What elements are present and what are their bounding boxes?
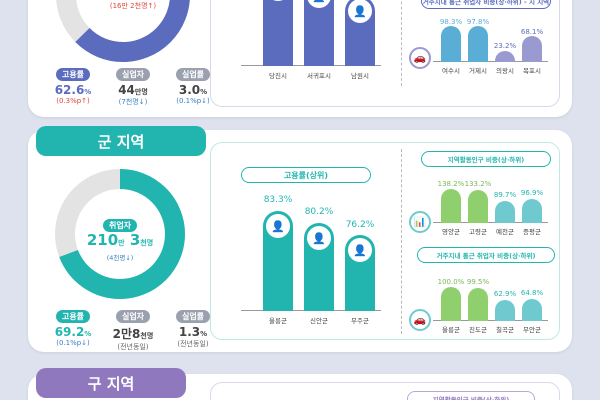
stat-employment-rate: 고용률 62.6% (0.3%p↑) [54,68,92,105]
stat-unemployed: 실업자 44만명 (7천명↓) [110,62,156,107]
population-icon: 📊 [409,211,431,233]
city-employed-donut [56,0,190,62]
city-inner-panel: 👤 👤 71.7% 👤 68.3% 당진시 서귀포시 남원시 거주지내 통근 취… [210,0,560,107]
worker-icon: 👤 [348,0,372,23]
stat-unemployed: 실업자 2만8천명 (전년동일) [112,310,154,351]
bar-dangjin: 👤 [263,0,293,66]
city-stats: 고용률 62.6% (0.3%p↑) 실업자 44만명 (7천명↓) 실업률 3… [50,62,216,107]
county-active-pop-title: 지역활동인구 비중(상·하위) [421,151,551,167]
city-commute-title: 거주지내 통근 취업자 비중(상·하위) - 시 지역 [421,0,551,9]
district-section-card: 구 지역 지역활동인구 비중(상·하위) [28,368,572,400]
bar-namwon: 👤 [345,0,375,66]
county-donut-center: 취업자 210만 3천명 (4천명↓) [86,219,154,262]
worker-icon: 👤 [307,226,331,250]
county-commute-title: 거주지내 통근 취업자 비중(상·하위) [417,247,555,263]
district-tab: 구 지역 [36,368,186,398]
worker-icon: 👤 [307,0,331,8]
county-stats: 고용률 69.2% (0.1%p↓) 실업자 2만8천명 (전년동일) 실업률 … [50,304,216,352]
worker-icon: 👤 [266,0,290,1]
county-inner-panel: 고용률(상위) 👤 👤 👤 83.3% 80.2% 76.2% 울릉군 신안군 … [210,142,560,340]
city-section-card: (16만 2천명↑) 고용률 62.6% (0.3%p↑) 실업자 44만명 (… [28,0,572,117]
county-employed-donut [55,169,185,299]
city-donut-change: (16만 2천명↑) [109,2,157,10]
car-icon: 🚗 [409,309,431,331]
stat-unemployment-rate: 실업률 3.0% (0.1%p↓) [175,68,211,105]
stat-unemployment-rate: 실업률 1.3% (전년동일) [175,310,211,348]
bar-seogwipo: 👤 [304,0,334,66]
worker-icon: 👤 [266,214,290,238]
city-employment-chart: 👤 👤 71.7% 👤 68.3% 당진시 서귀포시 남원시 [241,0,381,80]
worker-icon: 👤 [348,238,372,262]
county-employment-title: 고용률(상위) [241,167,371,183]
district-inner-panel: 지역활동인구 비중(상·하위) [210,382,560,400]
county-employment-chart: 👤 👤 👤 83.3% 80.2% 76.2% 울릉군 신안군 무주군 [241,195,381,325]
stat-employment-rate: 고용률 69.2% (0.1%p↓) [54,310,92,347]
county-tab: 군 지역 [36,126,206,156]
county-section-card: 군 지역 취업자 210만 3천명 (4천명↓) 고용률 69.2% (0.1%… [28,126,572,352]
car-icon: 🚗 [409,47,431,69]
district-active-pop-title: 지역활동인구 비중(상·하위) [407,391,535,400]
